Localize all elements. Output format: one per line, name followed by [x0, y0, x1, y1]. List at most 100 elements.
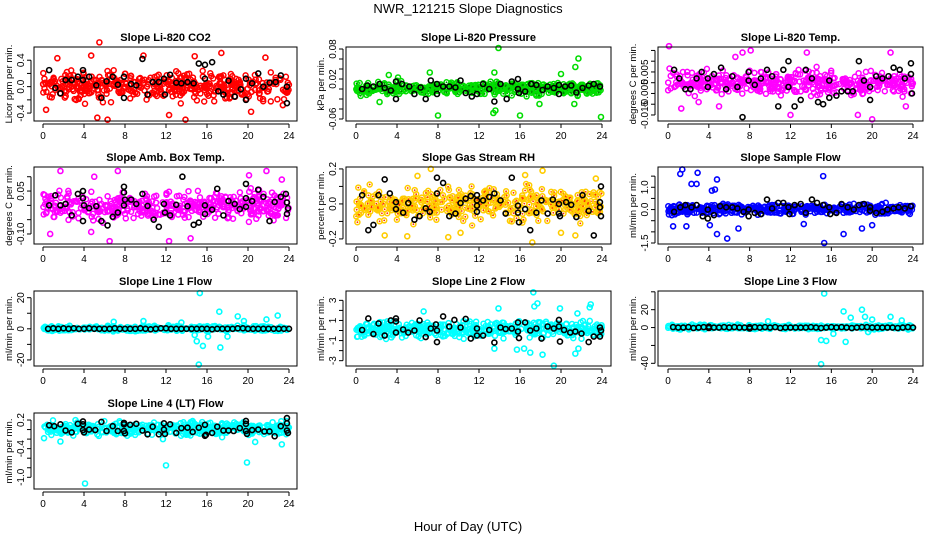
hourly-mean-point — [62, 76, 69, 84]
data-point-dot — [512, 191, 515, 194]
points — [352, 165, 605, 246]
hourly-mean-point — [819, 100, 827, 108]
data-point-dot — [594, 193, 597, 196]
data-point — [667, 85, 674, 92]
data-point-dot — [368, 183, 371, 186]
outlier-point — [491, 345, 498, 352]
data-point — [151, 87, 158, 95]
data-point-dot — [407, 198, 410, 201]
hourly-mean-point — [248, 197, 256, 205]
data-point-dot — [363, 190, 365, 193]
outlier-point — [193, 337, 201, 345]
data-point — [405, 196, 412, 203]
hourly-mean-point — [907, 60, 915, 67]
outlier-point — [520, 345, 528, 352]
data-point-dot — [425, 192, 427, 194]
data-point — [71, 95, 78, 103]
data-point — [186, 197, 194, 204]
hourly-mean-point — [260, 83, 267, 90]
hourly-mean-point — [670, 66, 678, 74]
data-point — [382, 193, 389, 201]
data-point — [380, 200, 387, 207]
hourly-mean-point — [538, 335, 545, 342]
data-point — [282, 214, 290, 222]
hourly-mean-point — [208, 58, 216, 66]
data-point-dot — [377, 206, 379, 209]
hourly-mean-point — [411, 90, 418, 98]
hourly-mean-point — [433, 174, 441, 181]
data-point-dot — [509, 207, 512, 210]
hourly-mean-point — [201, 75, 209, 83]
hourly-mean-point — [802, 66, 810, 74]
hourly-mean-point — [585, 338, 592, 346]
hourly-mean-point — [508, 78, 516, 85]
y-tick-label: 1 — [328, 317, 339, 323]
data-point-dot — [443, 198, 446, 200]
data-point — [530, 209, 538, 216]
hourly-mean-point — [561, 83, 569, 90]
outlier-point — [87, 228, 95, 236]
outlier-point — [572, 63, 579, 71]
hourly-mean-point — [544, 83, 551, 90]
data-point — [197, 90, 204, 97]
data-point-dot — [525, 183, 527, 185]
hourly-mean-point — [376, 80, 383, 88]
data-point — [460, 335, 467, 343]
x-tick-label: 24 — [596, 131, 608, 142]
x-tick-label: 12 — [160, 376, 172, 387]
hourly-mean-point — [734, 83, 741, 91]
data-point — [282, 73, 290, 81]
points — [353, 289, 606, 369]
data-point — [507, 205, 514, 213]
hourly-mean-point — [597, 212, 605, 220]
data-point — [374, 203, 382, 211]
outlier-point — [513, 346, 521, 353]
data-point-dot — [405, 214, 408, 217]
data-point — [468, 222, 476, 229]
data-point-dot — [505, 190, 507, 193]
data-point — [75, 95, 82, 102]
hourly-mean-point — [358, 85, 366, 93]
data-point — [369, 321, 377, 329]
data-point — [467, 189, 474, 197]
hourly-mean-point — [120, 202, 128, 209]
data-point-dot — [359, 95, 362, 97]
outlier-point — [187, 234, 194, 242]
hourly-mean-point — [791, 201, 798, 209]
points — [665, 166, 916, 247]
data-point — [792, 69, 799, 77]
plot-box — [345, 166, 612, 245]
x-tick-label: 16 — [201, 254, 213, 265]
y-axis: -3-113 — [328, 297, 344, 365]
x-tick-label: 12 — [785, 254, 797, 265]
y-tick-label: -0.005 — [640, 79, 651, 108]
data-point — [862, 68, 870, 76]
outlier-point — [677, 105, 685, 112]
data-point-dot — [553, 194, 555, 197]
data-point — [130, 214, 137, 222]
plot-box — [33, 46, 298, 122]
hourly-mean-point — [214, 87, 222, 95]
data-point-dot — [356, 221, 359, 224]
outlier-point — [858, 225, 866, 232]
outlier-point — [706, 221, 714, 229]
hourly-mean-point — [866, 96, 874, 104]
outlier-point — [665, 42, 673, 50]
data-point — [538, 185, 546, 193]
y-tick-label: -0.10 — [16, 222, 27, 245]
data-point — [443, 88, 450, 96]
data-point-dot — [404, 88, 406, 90]
data-point — [104, 208, 112, 215]
outlier-point — [868, 115, 876, 123]
data-point — [200, 98, 208, 105]
hourly-mean-point — [370, 83, 377, 90]
data-point-dot — [541, 188, 543, 191]
hourly-mean-point — [109, 213, 116, 221]
outlier-point — [495, 305, 502, 312]
hourly-mean-point — [555, 200, 563, 208]
hourly-mean-point — [739, 113, 746, 121]
hourly-mean-point — [132, 82, 140, 89]
data-point — [263, 199, 270, 207]
hourly-mean-point — [751, 81, 759, 89]
